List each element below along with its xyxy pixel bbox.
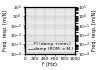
- Y-axis label: Freq. resp. [m/N]: Freq. resp. [m/N]: [4, 10, 8, 51]
- Legend: FI (damp.+imm.), damp (ROM, e.M.): FI (damp.+imm.), damp (ROM, e.M.): [26, 41, 75, 52]
- FI (damp.+imm.): [74, 3, 76, 4]
- Y-axis label: Freq. resp. [m/N]: Freq. resp. [m/N]: [92, 10, 96, 51]
- FI (damp.+imm.): [24, 2, 26, 3]
- X-axis label: f (Hz): f (Hz): [42, 62, 58, 66]
- Line: damp (ROM, e.M.): damp (ROM, e.M.): [25, 0, 75, 2]
- damp (ROM, e.M.): [74, 1, 76, 2]
- Line: FI (damp.+imm.): FI (damp.+imm.): [25, 0, 75, 4]
- FI (damp.+imm.): [27, 1, 28, 2]
